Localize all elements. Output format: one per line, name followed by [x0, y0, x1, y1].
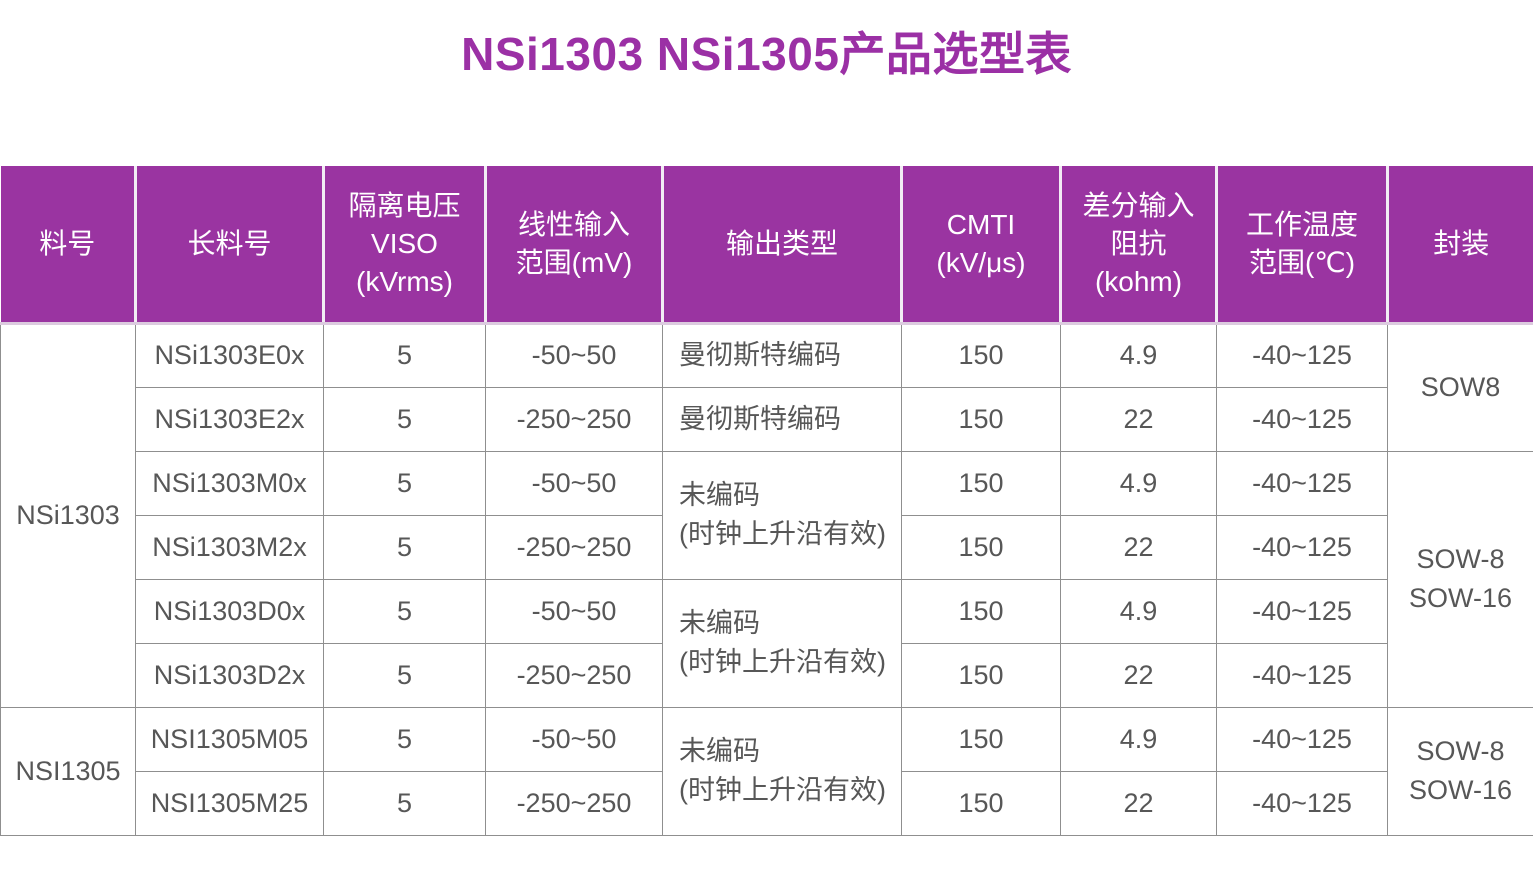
table-header: 料号 长料号 隔离电压 VISO (kVrms) 线性输入 范围(mV) 输出类…	[1, 166, 1533, 323]
header-part-number: 料号	[1, 166, 136, 323]
table-cell: -250~250	[486, 771, 663, 835]
package-cell: SOW-8 SOW-16	[1388, 707, 1533, 835]
table-cell: -250~250	[486, 643, 663, 707]
header-isolation-voltage: 隔离电压 VISO (kVrms)	[324, 166, 486, 323]
table-cell: 5	[324, 643, 486, 707]
table-cell: -50~50	[486, 579, 663, 643]
table-cell: 150	[902, 771, 1061, 835]
table-cell: 5	[324, 515, 486, 579]
header-row: 料号 长料号 隔离电压 VISO (kVrms) 线性输入 范围(mV) 输出类…	[1, 166, 1533, 323]
part-family-cell: NSI1305	[1, 707, 136, 835]
table-cell: 150	[902, 323, 1061, 387]
table-cell: 4.9	[1061, 579, 1217, 643]
table-cell: 22	[1061, 387, 1217, 451]
table-cell: -40~125	[1217, 515, 1388, 579]
header-diff-input-impedance: 差分输入 阻抗 (kohm)	[1061, 166, 1217, 323]
output-type-cell: 曼彻斯特编码	[663, 323, 902, 387]
table-cell: -50~50	[486, 323, 663, 387]
part-number-cell: NSi1303M2x	[136, 515, 324, 579]
table-cell: -40~125	[1217, 771, 1388, 835]
product-selection-table: 料号 长料号 隔离电压 VISO (kVrms) 线性输入 范围(mV) 输出类…	[0, 166, 1533, 836]
part-number-cell: NSi1303D2x	[136, 643, 324, 707]
table-cell: -50~50	[486, 451, 663, 515]
table-cell: 150	[902, 515, 1061, 579]
table-cell: 4.9	[1061, 451, 1217, 515]
output-type-cell: 未编码 (时钟上升沿有效)	[663, 579, 902, 707]
header-cmti: CMTI (kV/μs)	[902, 166, 1061, 323]
table-cell: 150	[902, 643, 1061, 707]
header-operating-temp-range: 工作温度 范围(℃)	[1217, 166, 1388, 323]
table-cell: 150	[902, 707, 1061, 771]
package-cell: SOW8	[1388, 323, 1533, 451]
table-cell: -40~125	[1217, 707, 1388, 771]
table-cell: -40~125	[1217, 387, 1388, 451]
table-cell: 5	[324, 451, 486, 515]
table-cell: -250~250	[486, 387, 663, 451]
table-cell: 5	[324, 387, 486, 451]
table-cell: 5	[324, 323, 486, 387]
part-family-cell: NSi1303	[1, 323, 136, 707]
table-cell: -40~125	[1217, 643, 1388, 707]
table-cell: 5	[324, 771, 486, 835]
table-cell: 4.9	[1061, 323, 1217, 387]
table-cell: 22	[1061, 643, 1217, 707]
table-cell: 22	[1061, 771, 1217, 835]
table-cell: -250~250	[486, 515, 663, 579]
part-number-cell: NSi1303M0x	[136, 451, 324, 515]
header-package: 封装	[1388, 166, 1533, 323]
header-long-part-number: 长料号	[136, 166, 324, 323]
page-title: NSi1303 NSi1305产品选型表	[0, 26, 1533, 82]
table-cell: 4.9	[1061, 707, 1217, 771]
table-cell: 5	[324, 707, 486, 771]
output-type-cell: 未编码 (时钟上升沿有效)	[663, 451, 902, 579]
package-cell: SOW-8 SOW-16	[1388, 451, 1533, 707]
table-cell: 150	[902, 387, 1061, 451]
table-cell: -40~125	[1217, 451, 1388, 515]
table-cell: -50~50	[486, 707, 663, 771]
header-output-type: 输出类型	[663, 166, 902, 323]
output-type-cell: 曼彻斯特编码	[663, 387, 902, 451]
table-cell: 150	[902, 579, 1061, 643]
output-type-cell: 未编码 (时钟上升沿有效)	[663, 707, 902, 835]
table-cell: 22	[1061, 515, 1217, 579]
table-cell: -40~125	[1217, 323, 1388, 387]
part-number-cell: NSI1305M05	[136, 707, 324, 771]
table-cell: 5	[324, 579, 486, 643]
part-number-cell: NSi1303E0x	[136, 323, 324, 387]
part-number-cell: NSi1303E2x	[136, 387, 324, 451]
page: NSi1303 NSi1305产品选型表 料号 长料号 隔离电压 VISO (k…	[0, 26, 1533, 82]
header-linear-input-range: 线性输入 范围(mV)	[486, 166, 663, 323]
table-cell: 150	[902, 451, 1061, 515]
part-number-cell: NSi1303D0x	[136, 579, 324, 643]
part-number-cell: NSI1305M25	[136, 771, 324, 835]
table-cell: -40~125	[1217, 579, 1388, 643]
